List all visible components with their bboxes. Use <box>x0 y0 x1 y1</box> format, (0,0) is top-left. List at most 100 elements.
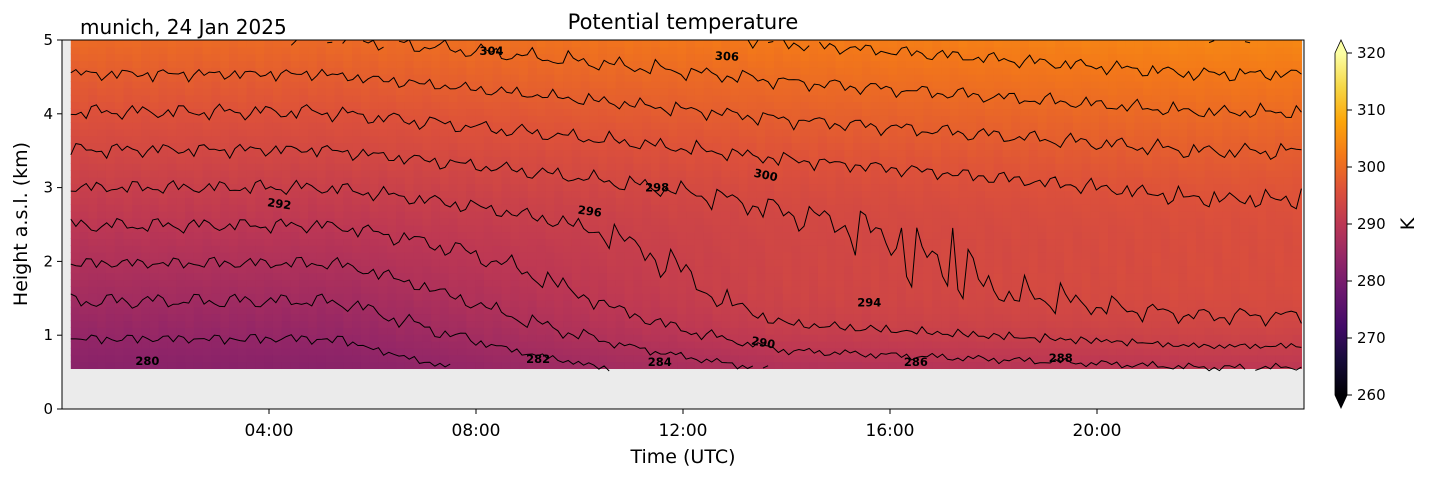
heatmap-cell <box>387 354 397 363</box>
heatmap-cell <box>325 87 336 96</box>
heatmap-cell <box>132 327 142 335</box>
heatmap-cell <box>835 238 845 246</box>
heatmap-cell <box>316 258 327 267</box>
heatmap-cell <box>290 183 300 192</box>
heatmap-cell <box>457 327 467 335</box>
heatmap-cell <box>686 272 696 281</box>
heatmap-cell <box>97 252 107 260</box>
heatmap-cell <box>571 135 582 144</box>
heatmap-cell <box>941 40 951 48</box>
heatmap-cell <box>176 156 186 164</box>
heatmap-cell <box>448 313 459 322</box>
heatmap-cell <box>149 361 160 370</box>
heatmap-cell <box>554 252 564 260</box>
heatmap-cell <box>563 149 573 157</box>
heatmap-cell <box>659 135 670 144</box>
heatmap-cell <box>132 176 142 185</box>
heatmap-cell <box>949 135 960 144</box>
heatmap-cell <box>633 81 643 89</box>
heatmap-cell <box>475 94 485 103</box>
heatmap-cell <box>79 101 89 110</box>
heatmap-cell <box>114 306 125 315</box>
heatmap-cell <box>563 101 573 110</box>
heatmap-cell <box>343 190 353 198</box>
heatmap-cell <box>272 190 283 198</box>
heatmap-cell <box>809 60 819 68</box>
heatmap-cell <box>914 204 925 212</box>
heatmap-cell <box>246 313 256 322</box>
heatmap-cell <box>246 142 256 151</box>
heatmap-cell <box>738 40 749 48</box>
heatmap-cell <box>976 190 986 198</box>
heatmap-cell <box>932 217 942 226</box>
heatmap-cell <box>352 197 362 205</box>
heatmap-cell <box>879 197 889 205</box>
heatmap-cell <box>791 81 801 89</box>
heatmap-cell <box>853 149 863 157</box>
heatmap-cell <box>149 81 160 89</box>
heatmap-cell <box>545 347 555 356</box>
heatmap-cell <box>360 46 371 55</box>
heatmap-cell <box>185 327 195 335</box>
heatmap-cell <box>650 108 661 116</box>
heatmap-cell <box>598 341 608 349</box>
heatmap-cell <box>624 320 634 328</box>
heatmap-cell <box>870 108 881 116</box>
heatmap-cell <box>703 122 714 130</box>
heatmap-cell <box>659 170 670 178</box>
heatmap-cell <box>879 224 889 233</box>
heatmap-cell <box>624 40 634 48</box>
heatmap-cell <box>422 142 432 151</box>
heatmap-cell <box>483 252 494 260</box>
heatmap-cell <box>88 53 98 62</box>
heatmap-cell <box>686 81 696 89</box>
heatmap-cell <box>158 115 169 123</box>
heatmap-cell <box>774 347 784 356</box>
heatmap-cell <box>325 320 336 328</box>
heatmap-cell <box>694 135 705 144</box>
heatmap-cell <box>527 170 538 178</box>
heatmap-cell <box>308 258 318 267</box>
heatmap-cell <box>782 183 793 192</box>
heatmap-cell <box>343 293 353 301</box>
heatmap-cell <box>457 74 467 82</box>
heatmap-cell <box>132 354 142 363</box>
heatmap-cell <box>483 217 494 226</box>
heatmap-cell <box>299 327 309 335</box>
heatmap-cell <box>325 135 336 144</box>
heatmap-cell <box>563 87 573 96</box>
heatmap-cell <box>941 224 951 233</box>
heatmap-cell <box>888 101 898 110</box>
heatmap-cell <box>967 94 977 103</box>
heatmap-cell <box>378 238 388 246</box>
heatmap-cell <box>492 81 503 89</box>
heatmap-cell <box>501 286 511 294</box>
heatmap-cell <box>334 74 344 82</box>
heatmap-cell <box>193 231 204 240</box>
heatmap-cell <box>914 74 925 82</box>
heatmap-cell <box>580 53 591 62</box>
heatmap-cell <box>396 163 406 171</box>
heatmap-cell <box>290 40 300 48</box>
heatmap-cell <box>229 94 239 103</box>
heatmap-cell <box>870 313 881 322</box>
heatmap-cell <box>281 67 292 75</box>
heatmap-cell <box>615 293 626 301</box>
heatmap-cell <box>360 74 371 82</box>
heatmap-cell <box>325 252 336 260</box>
heatmap-cell <box>281 115 292 123</box>
heatmap-cell <box>167 293 177 301</box>
heatmap-cell <box>70 211 81 219</box>
heatmap-cell <box>721 299 731 308</box>
heatmap-cell <box>721 108 731 116</box>
heatmap-cell <box>774 108 784 116</box>
heatmap-cell <box>650 115 661 123</box>
heatmap-cell <box>492 142 503 151</box>
heatmap-cell <box>941 299 951 308</box>
heatmap-cell <box>167 170 177 178</box>
heatmap-cell <box>132 40 142 48</box>
heatmap-cell <box>132 347 142 356</box>
heatmap-cell <box>132 306 142 315</box>
heatmap-cell <box>861 87 872 96</box>
heatmap-cell <box>79 252 89 260</box>
